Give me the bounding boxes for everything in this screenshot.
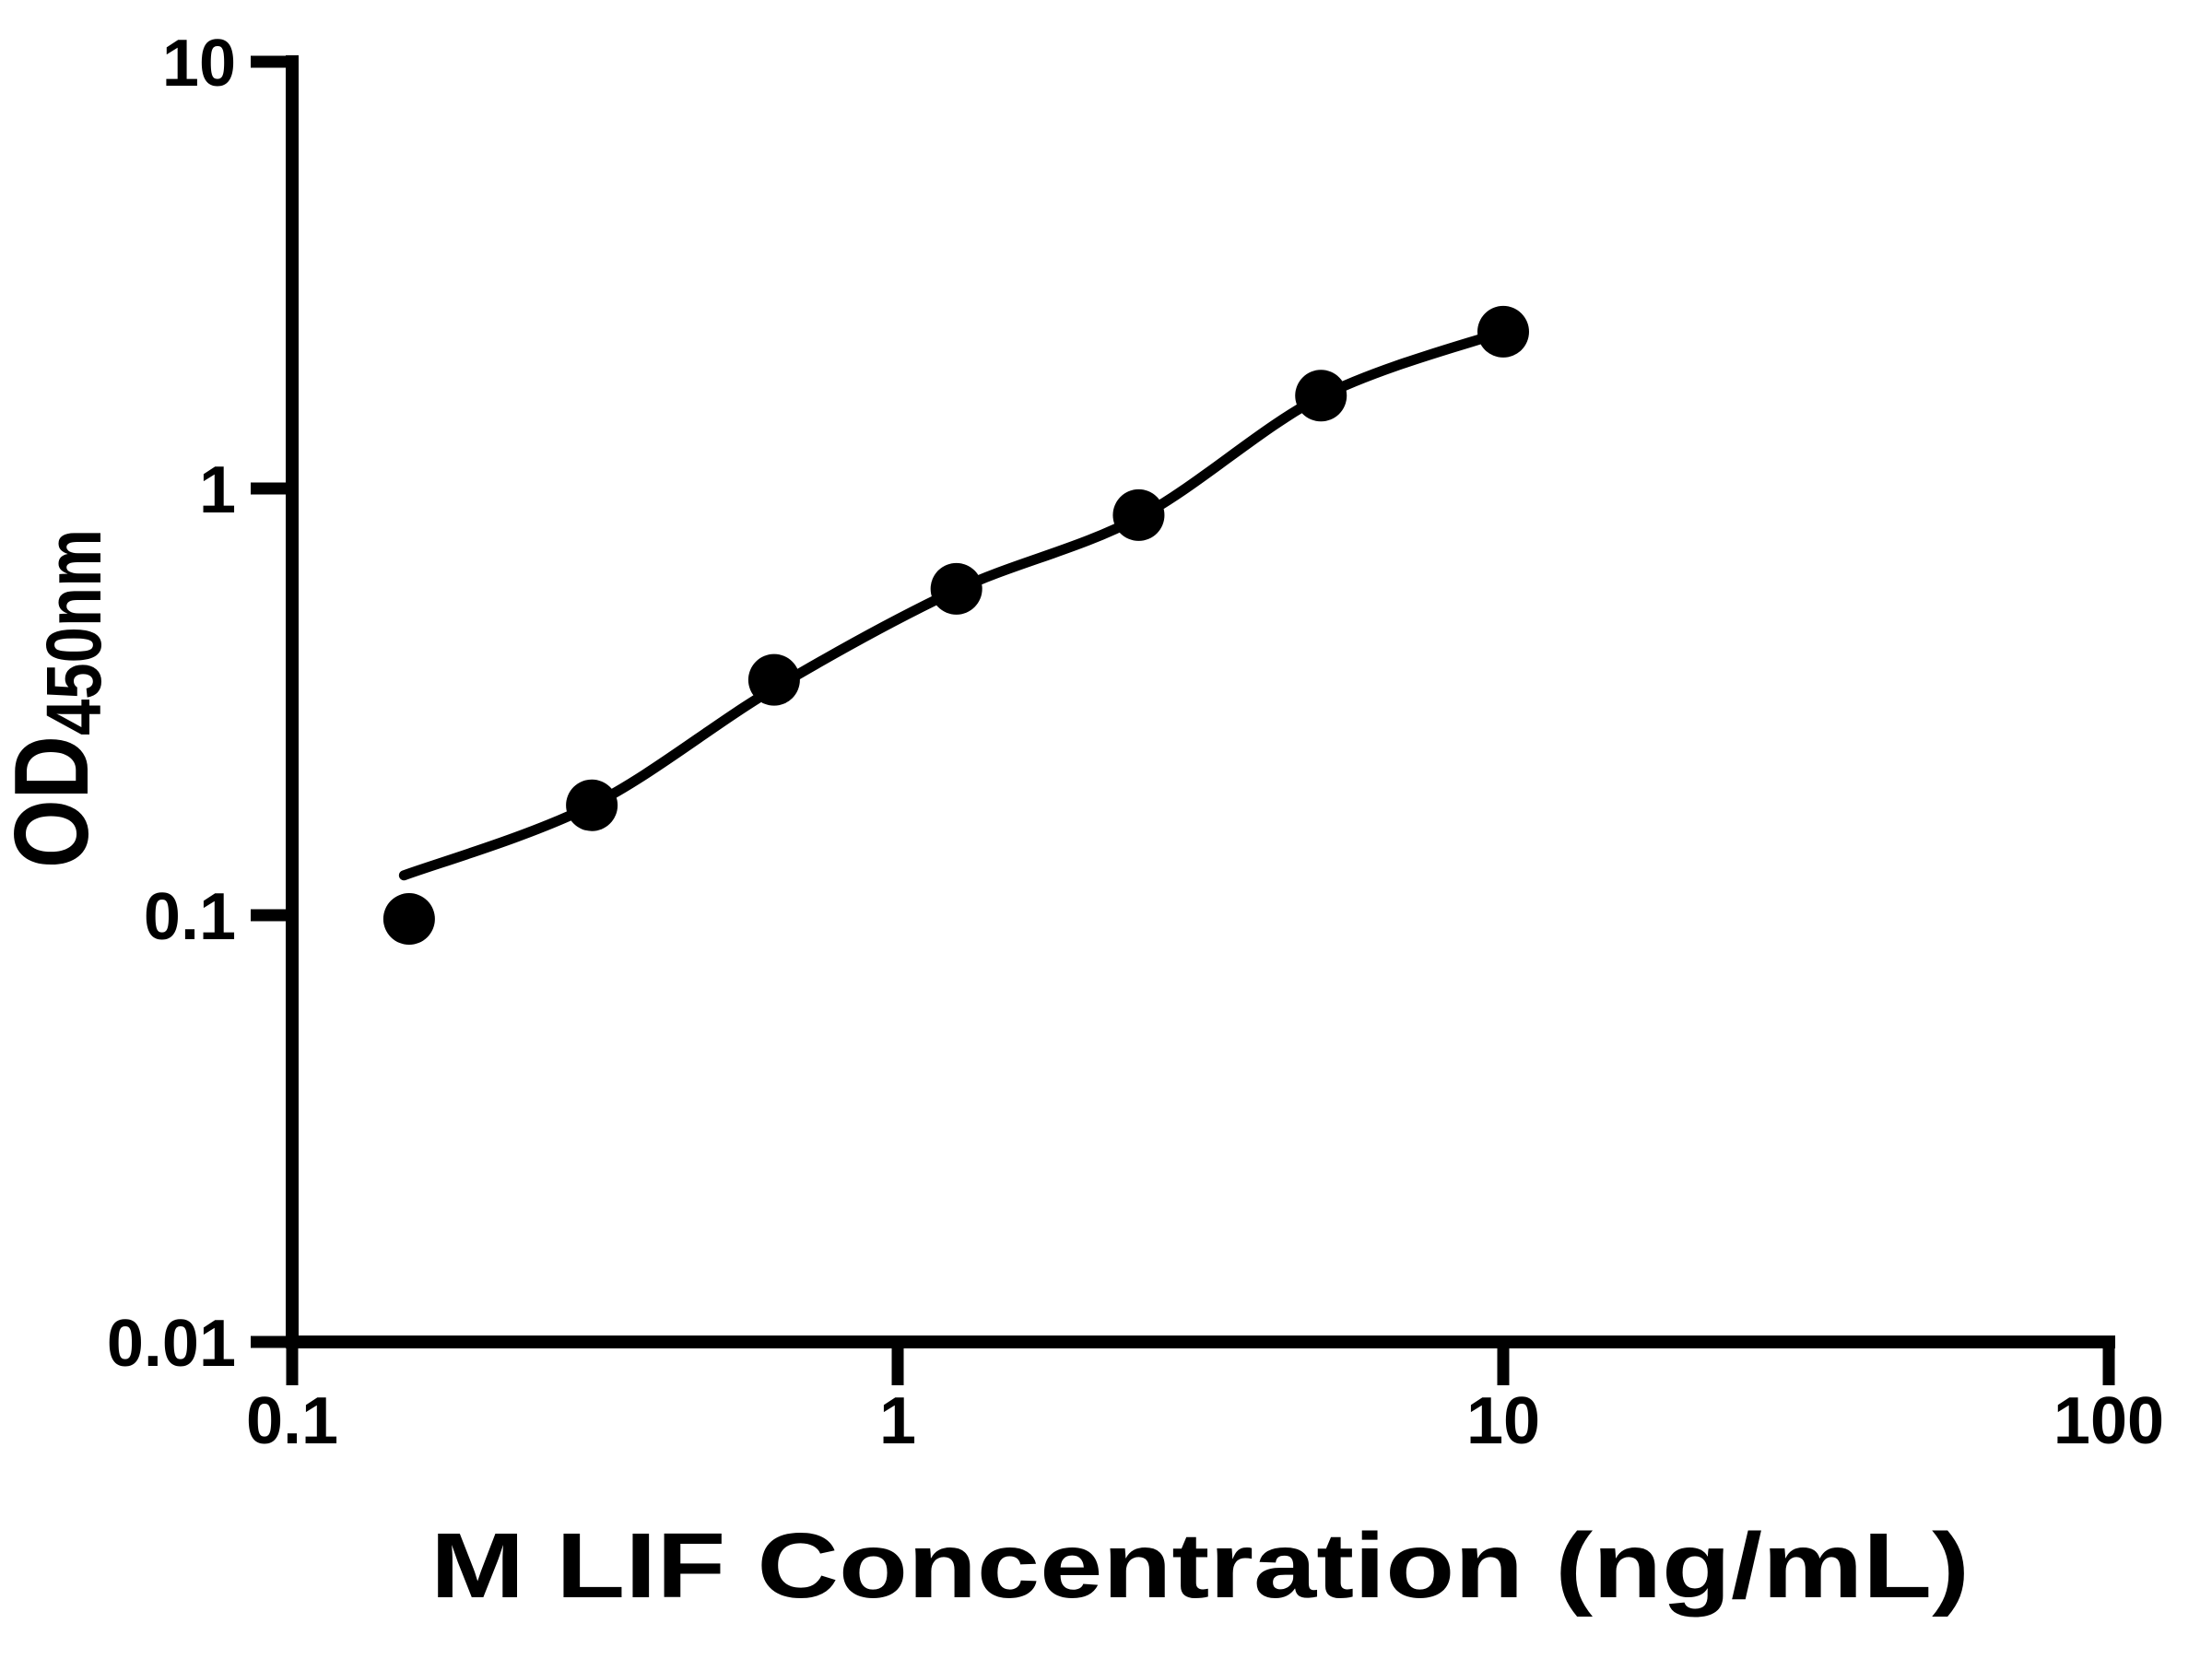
y-tick-label: 1 <box>199 453 236 527</box>
y-axis-title: OD450nm <box>0 529 117 868</box>
x-tick-label: 1 <box>879 1384 916 1458</box>
data-point-marker <box>1295 370 1347 422</box>
data-point-marker <box>382 893 435 946</box>
data-point-marker <box>1112 488 1165 541</box>
data-point-marker <box>566 779 618 831</box>
y-axis-title-subscript: 450nm <box>30 529 117 735</box>
y-axis-title-main: OD <box>0 735 111 868</box>
y-tick-label: 0.1 <box>144 880 236 954</box>
data-point-marker <box>747 653 800 706</box>
x-tick-label: 100 <box>2053 1384 2164 1458</box>
data-point-marker <box>1477 305 1529 358</box>
y-tick-label: 10 <box>162 27 236 100</box>
y-tick-label: 0.01 <box>107 1307 236 1381</box>
x-tick-label: 10 <box>1466 1384 1540 1458</box>
x-tick-label: 0.1 <box>246 1384 338 1458</box>
x-axis-title: M LIF Concentration (ng/mL) <box>430 1514 1970 1618</box>
data-points <box>382 305 1529 946</box>
data-point-marker <box>930 562 982 615</box>
